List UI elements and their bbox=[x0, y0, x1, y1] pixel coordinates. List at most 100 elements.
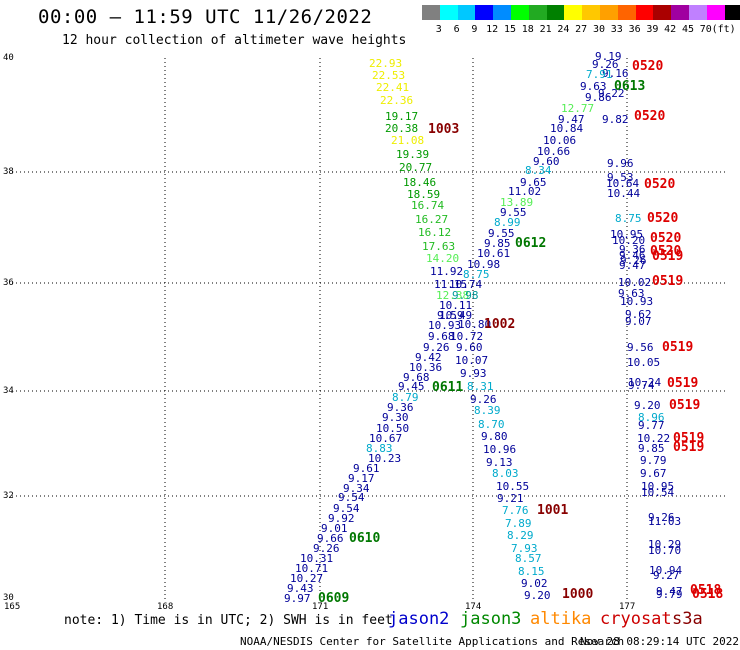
swh-value: 9.77 bbox=[638, 419, 665, 432]
color-swatch bbox=[475, 5, 494, 20]
swh-value: 8.15 bbox=[518, 565, 545, 578]
swh-value: 8.79 bbox=[392, 391, 419, 404]
swh-value: 9.47 bbox=[656, 585, 683, 598]
swh-value: 9.55 bbox=[500, 206, 527, 219]
swh-value: 9.82 bbox=[602, 113, 629, 126]
swh-value: 10.64 bbox=[606, 177, 640, 190]
swh-value: 10.71 bbox=[295, 562, 329, 575]
subtitle: 12 hour collection of altimeter wave hei… bbox=[62, 33, 407, 48]
swh-value: 9.45 bbox=[398, 380, 425, 393]
pass-time-label: 0519 bbox=[667, 376, 699, 391]
swh-value: 9.47 bbox=[558, 113, 585, 126]
map-grid bbox=[12, 58, 728, 600]
color-swatch bbox=[600, 5, 618, 20]
swh-value: 11.03 bbox=[648, 515, 682, 528]
swh-value: 10.06 bbox=[543, 134, 577, 147]
swh-value: 10.67 bbox=[369, 432, 403, 445]
satellite-legend-item: cryosat bbox=[600, 609, 672, 629]
swh-value: 8.96 bbox=[638, 411, 665, 424]
pass-time-label: 0519 bbox=[652, 249, 684, 264]
swh-value: 10.24 bbox=[628, 376, 662, 389]
swh-value: 9.85 bbox=[638, 442, 665, 455]
color-scale-label: 33 bbox=[610, 24, 623, 35]
pass-time-label: 0520 bbox=[647, 211, 679, 226]
swh-value: 9.62 bbox=[625, 308, 652, 321]
swh-value: 9.21 bbox=[497, 492, 524, 505]
swh-value: 9.26 bbox=[648, 511, 675, 524]
swh-value: 9.46 bbox=[619, 249, 646, 262]
swh-value: 11.92 bbox=[430, 265, 464, 278]
latitude-label: 32 bbox=[3, 491, 14, 501]
swh-value: 10.20 bbox=[612, 234, 646, 247]
swh-value: 9.26 bbox=[470, 393, 497, 406]
swh-value: 11.02 bbox=[508, 185, 542, 198]
swh-value: 10.96 bbox=[483, 443, 517, 456]
swh-value: 18.59 bbox=[407, 188, 441, 201]
swh-value: 9.74 bbox=[628, 379, 655, 392]
color-swatch bbox=[582, 5, 600, 20]
color-swatch bbox=[457, 5, 476, 20]
swh-value: 9.54 bbox=[333, 502, 360, 515]
swh-value: 9.17 bbox=[348, 472, 375, 485]
swh-value: 10.93 bbox=[620, 295, 654, 308]
swh-value: 9.63 bbox=[580, 80, 607, 93]
color-scale-label: 21 bbox=[539, 24, 552, 35]
swh-value: 10.94 bbox=[649, 564, 683, 577]
pass-time-label: 0609 bbox=[318, 591, 350, 606]
satellite-legend-item: jason2 bbox=[388, 609, 450, 629]
latitude-label: 38 bbox=[3, 167, 14, 177]
swh-value: 9.20 bbox=[524, 589, 551, 602]
swh-value: 10.93 bbox=[428, 319, 462, 332]
swh-value: 22.36 bbox=[380, 94, 414, 107]
swh-value: 10.95 bbox=[641, 480, 675, 493]
swh-value: 9.54 bbox=[338, 491, 365, 504]
pass-time-label: 0520 bbox=[650, 244, 682, 259]
color-scale-label: 3 bbox=[435, 24, 442, 35]
color-scale-label: 70 bbox=[699, 24, 712, 35]
swh-value: 12.77 bbox=[561, 102, 595, 115]
longitude-label: 168 bbox=[157, 602, 174, 612]
swh-value: 9.67 bbox=[640, 467, 667, 480]
swh-value: 9.92 bbox=[328, 512, 355, 525]
swh-value: 9.96 bbox=[607, 157, 634, 170]
swh-value: 9.02 bbox=[521, 577, 548, 590]
swh-value: 9.27 bbox=[653, 569, 680, 582]
swh-value: 8.75 bbox=[463, 268, 490, 281]
swh-value: 18.46 bbox=[403, 176, 437, 189]
pass-time-label: 1000 bbox=[562, 587, 594, 602]
color-swatch bbox=[653, 5, 672, 20]
color-swatch bbox=[546, 5, 565, 20]
color-swatch bbox=[493, 5, 511, 20]
pass-time-label: 0518 bbox=[692, 587, 724, 602]
color-scale-label: 6 bbox=[453, 24, 460, 35]
color-swatch bbox=[706, 5, 725, 20]
color-scale-label: 30 bbox=[592, 24, 606, 35]
color-scale-label: 9 bbox=[471, 24, 478, 35]
swh-value: 9.36 bbox=[619, 243, 646, 256]
swh-value: 9.98 bbox=[452, 289, 479, 302]
swh-value: 9.63 bbox=[618, 287, 645, 300]
pass-time-label: 0519 bbox=[673, 431, 705, 446]
color-scale-label: 18 bbox=[521, 24, 534, 35]
latitude-label: 34 bbox=[3, 386, 14, 396]
swh-value: 9.55 bbox=[488, 227, 515, 240]
swh-value: 22.93 bbox=[369, 57, 403, 70]
swh-value: 13.89 bbox=[500, 196, 534, 209]
latitude-label: 40 bbox=[3, 53, 14, 63]
color-swatch bbox=[617, 5, 636, 20]
swh-value: 10.95 bbox=[610, 228, 644, 241]
swh-value: 9.53 bbox=[607, 171, 634, 184]
color-swatch bbox=[671, 5, 689, 20]
swh-value: 9.60 bbox=[456, 341, 483, 354]
pass-time-label: 0612 bbox=[515, 236, 547, 251]
color-swatch bbox=[422, 5, 440, 20]
page-title: 00:00 — 11:59 UTC 11/26/2022 bbox=[38, 6, 373, 28]
swh-value: 10.70 bbox=[648, 544, 682, 557]
swh-value: 9.26 bbox=[592, 58, 619, 71]
swh-value: 9.13 bbox=[486, 456, 513, 469]
satellite-legend-item: s3a bbox=[672, 609, 703, 629]
swh-value: 9.30 bbox=[382, 411, 409, 424]
swh-value: 21.08 bbox=[391, 134, 425, 147]
pass-time-label: 0519 bbox=[669, 398, 701, 413]
